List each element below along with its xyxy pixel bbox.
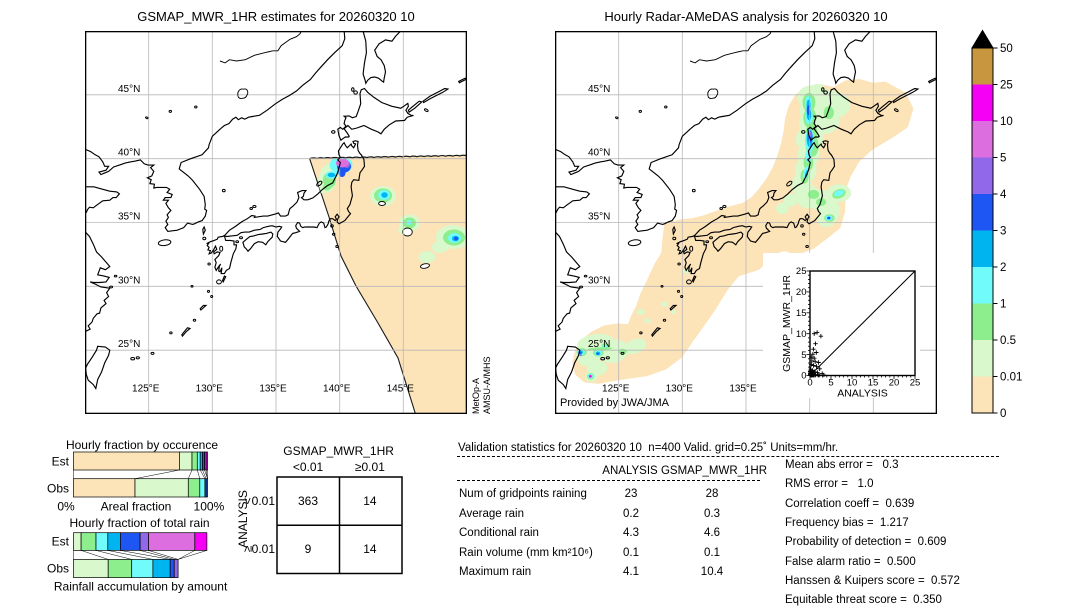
svg-text:25°N: 25°N	[118, 339, 140, 350]
svg-text:0.5: 0.5	[1000, 335, 1016, 347]
svg-text:25°N: 25°N	[588, 339, 610, 350]
svg-text:10: 10	[796, 329, 807, 340]
svg-text:135°E: 135°E	[729, 384, 757, 395]
svg-text:0: 0	[807, 378, 812, 389]
svg-text:1: 1	[1000, 299, 1006, 311]
svg-text:10: 10	[847, 378, 858, 389]
svg-text:5: 5	[1000, 153, 1006, 165]
svg-text:ANALYSIS: ANALYSIS	[837, 388, 888, 399]
svg-text:145°E: 145°E	[387, 384, 415, 395]
svg-text:9: 9	[305, 542, 312, 556]
svg-text:Est: Est	[52, 535, 70, 549]
svg-text:0.01: 0.01	[252, 542, 276, 556]
svg-text:14: 14	[363, 542, 377, 556]
svg-text:10: 10	[1000, 116, 1013, 128]
svg-text:Provided by JWA/JMA: Provided by JWA/JMA	[560, 397, 670, 409]
svg-text:25: 25	[1000, 80, 1013, 92]
svg-text:35°N: 35°N	[588, 212, 610, 223]
svg-text:≥: ≥	[241, 545, 255, 552]
svg-text:130°E: 130°E	[196, 384, 224, 395]
svg-text:Est: Est	[52, 455, 70, 469]
svg-text:Rainfall accumulation by amoun: Rainfall accumulation by amount	[54, 580, 228, 594]
svg-text:AMSU-A/MHS: AMSU-A/MHS	[482, 356, 492, 414]
svg-text:40°N: 40°N	[118, 148, 140, 159]
svg-text:0.01: 0.01	[1000, 372, 1022, 384]
svg-text:0%: 0%	[57, 500, 75, 514]
svg-text:0: 0	[1000, 408, 1006, 420]
svg-text:5: 5	[801, 350, 806, 361]
svg-text:Obs: Obs	[47, 562, 69, 576]
svg-text:0.01: 0.01	[252, 494, 276, 508]
svg-text:130°E: 130°E	[666, 384, 694, 395]
svg-text:ANALYSIS: ANALYSIS	[236, 490, 250, 548]
svg-text:125°E: 125°E	[602, 384, 630, 395]
svg-text:25: 25	[796, 266, 807, 277]
svg-text:135°E: 135°E	[259, 384, 287, 395]
svg-text:45°N: 45°N	[588, 84, 610, 95]
svg-text:MetOp-A: MetOp-A	[471, 378, 481, 414]
svg-text:50: 50	[1000, 43, 1013, 55]
svg-text:15: 15	[796, 308, 807, 319]
svg-text:0: 0	[801, 371, 806, 382]
svg-text:140°E: 140°E	[323, 384, 351, 395]
svg-text:3: 3	[1000, 226, 1006, 238]
svg-text:25: 25	[910, 378, 920, 389]
svg-text:30°N: 30°N	[588, 275, 610, 286]
svg-text:Hourly fraction by occurence: Hourly fraction by occurence	[66, 438, 218, 452]
svg-text:Hourly fraction of total rain: Hourly fraction of total rain	[69, 516, 209, 530]
svg-text:<: <	[241, 497, 255, 504]
svg-text:GSMAP_MWR_1HR: GSMAP_MWR_1HR	[781, 275, 793, 372]
svg-text:14: 14	[363, 494, 377, 508]
svg-text:2: 2	[1000, 262, 1006, 274]
svg-text:363: 363	[298, 494, 318, 508]
svg-text:15: 15	[868, 378, 879, 389]
svg-text:Obs: Obs	[47, 482, 69, 496]
svg-text:Areal fraction: Areal fraction	[101, 500, 172, 514]
svg-text:5: 5	[828, 378, 833, 389]
svg-text:20: 20	[796, 287, 807, 298]
svg-text:100%: 100%	[194, 500, 225, 514]
svg-text:4: 4	[1000, 189, 1007, 201]
svg-text:35°N: 35°N	[118, 212, 140, 223]
svg-text:125°E: 125°E	[132, 384, 160, 395]
svg-text:40°N: 40°N	[588, 148, 610, 159]
svg-text:<0.01: <0.01	[293, 460, 324, 474]
svg-text:≥0.01: ≥0.01	[355, 460, 385, 474]
svg-text:GSMAP_MWR_1HR: GSMAP_MWR_1HR	[283, 444, 394, 458]
svg-text:45°N: 45°N	[118, 84, 140, 95]
svg-text:30°N: 30°N	[118, 275, 140, 286]
svg-text:20: 20	[889, 378, 900, 389]
